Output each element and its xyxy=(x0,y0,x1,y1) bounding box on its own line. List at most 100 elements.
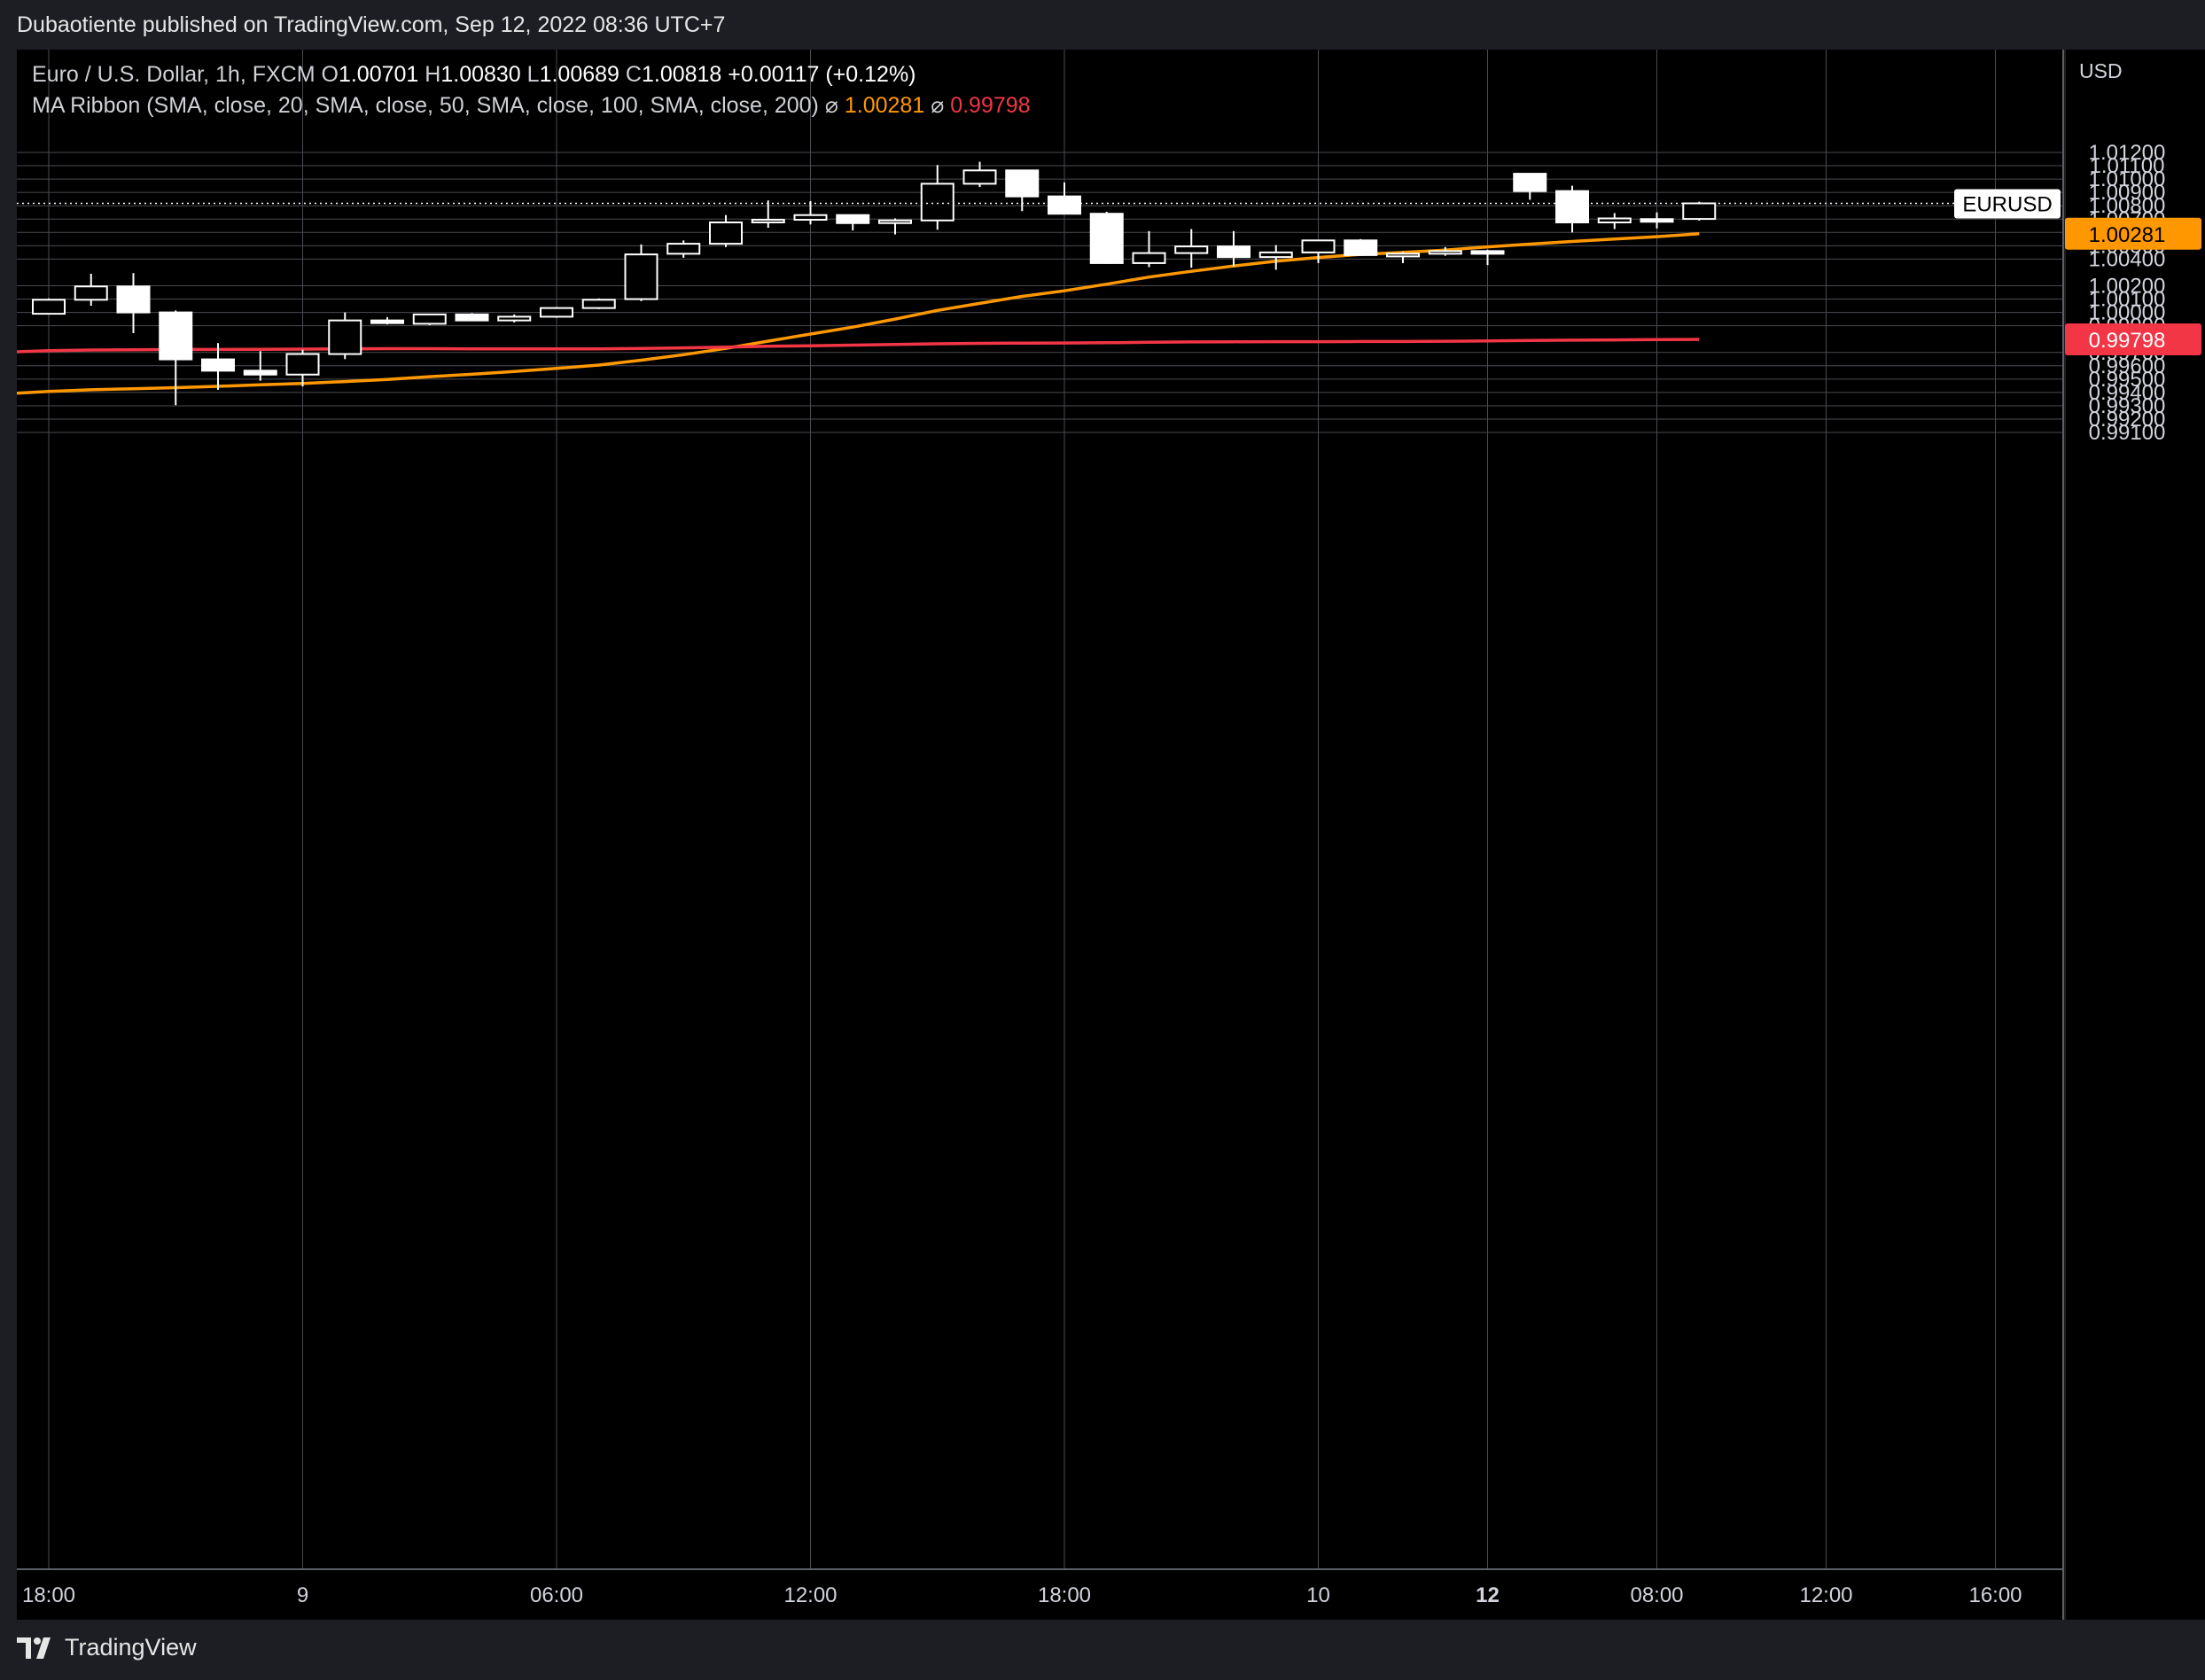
candle xyxy=(1344,238,1378,256)
publish-header: Dubaotiente published on TradingView.com… xyxy=(0,0,2205,51)
price-tick-label: 0.99600 xyxy=(2089,354,2166,378)
candle-body xyxy=(1089,213,1124,264)
time-tick-label: 06:00 xyxy=(530,1583,583,1607)
price-badges: EURUSD 1.00281 0.99798 xyxy=(1954,189,2201,356)
candle xyxy=(1513,173,1547,200)
candle-body xyxy=(751,219,785,224)
price-tick-label: 1.01100 xyxy=(2090,154,2165,178)
open-value: 1.00701 xyxy=(338,62,419,87)
candle xyxy=(920,165,954,230)
close-label: C xyxy=(625,62,642,87)
ma2-symbol-icon: ⌀ xyxy=(931,93,945,118)
open-label: O xyxy=(321,62,339,87)
price-axis[interactable] xyxy=(2066,50,2205,1620)
candle-body xyxy=(74,285,108,301)
candle-body xyxy=(1597,217,1632,224)
candle-body xyxy=(878,219,912,224)
price-tick-label: 1.01200 xyxy=(2089,141,2166,165)
publish-info: Dubaotiente published on TradingView.com… xyxy=(17,12,726,37)
candle xyxy=(878,218,912,235)
candle xyxy=(201,343,235,390)
candle-body xyxy=(1386,253,1420,258)
candle-body xyxy=(285,353,320,376)
candle-body xyxy=(1132,252,1166,264)
candle-body xyxy=(793,214,828,222)
ma-badge-text: 1.00281 xyxy=(2089,223,2166,247)
candle xyxy=(370,316,404,325)
candle-body xyxy=(159,311,193,361)
candle xyxy=(836,214,870,231)
high-label: H xyxy=(425,62,441,87)
ma-badge-1[interactable]: 1.00281 xyxy=(2065,217,2201,250)
time-tick-label: 16:00 xyxy=(1968,1583,2022,1607)
candle xyxy=(1682,201,1717,221)
candle xyxy=(497,314,532,323)
price-scale: 1.012001.011001.010001.009001.008001.007… xyxy=(2089,141,2166,445)
change-value: +0.00117 (+0.12%) xyxy=(728,62,916,87)
candle xyxy=(455,313,489,322)
candle xyxy=(74,273,108,307)
ma-badge-box xyxy=(2065,323,2201,356)
symbol-label-text: EURUSD xyxy=(1962,192,2052,216)
candle xyxy=(666,240,701,258)
plot-area[interactable] xyxy=(17,50,2063,1568)
candle xyxy=(962,161,997,188)
price-tick-label: 0.99300 xyxy=(2089,394,2166,418)
candle xyxy=(1217,230,1251,267)
candle xyxy=(116,273,151,333)
time-tick-label: 10 xyxy=(1306,1583,1330,1607)
ma-badge-2[interactable]: 0.99798 xyxy=(2065,323,2201,356)
candle-body xyxy=(581,299,616,309)
time-axis[interactable] xyxy=(17,1570,2063,1620)
ma-ribbon xyxy=(16,232,1700,395)
candle xyxy=(412,313,447,325)
price-tick-label: 1.00400 xyxy=(2089,247,2166,271)
price-tick-label: 0.99100 xyxy=(2089,421,2166,445)
candle-body xyxy=(920,183,954,222)
low-value: 1.00689 xyxy=(539,62,619,87)
footer xyxy=(0,1620,2205,1680)
candle xyxy=(1048,182,1081,215)
price-tick-label: 1.00900 xyxy=(2089,181,2166,205)
candle xyxy=(1301,239,1336,263)
candle-body xyxy=(497,315,532,322)
brand-name: TradingView xyxy=(65,1634,197,1661)
candle-body xyxy=(201,358,235,372)
tradingview-logo-icon xyxy=(17,1637,51,1659)
price-tick-label: 0.99500 xyxy=(2089,368,2166,392)
candle-body xyxy=(624,253,658,300)
symbol-title[interactable]: Euro / U.S. Dollar, 1h, FXCM xyxy=(32,62,316,87)
candle-body xyxy=(1258,251,1293,259)
ma-ribbon-title[interactable]: MA Ribbon (SMA, close, 20, SMA, close, 5… xyxy=(32,93,819,118)
candle-body xyxy=(1301,239,1336,253)
candle xyxy=(1174,229,1209,268)
candle-body xyxy=(962,169,997,185)
indicator-legend[interactable]: MA Ribbon (SMA, close, 20, SMA, close, 5… xyxy=(32,92,1031,119)
left-frame xyxy=(0,50,17,1568)
symbol-price-label[interactable]: EURUSD xyxy=(1954,189,2061,219)
candle-body xyxy=(1005,169,1040,198)
close-value: 1.00818 xyxy=(641,62,722,87)
high-value: 1.00830 xyxy=(440,62,521,87)
candle xyxy=(1428,246,1462,256)
candle xyxy=(540,307,573,318)
ma-line-2 xyxy=(16,338,1700,354)
price-tick-label: 0.99400 xyxy=(2089,381,2166,405)
symbol-legend[interactable]: Euro / U.S. Dollar, 1h, FXCM O1.00701 H1… xyxy=(32,62,916,88)
candle-body xyxy=(709,222,743,245)
time-tick-label: 9 xyxy=(297,1583,308,1607)
candle xyxy=(1132,230,1166,268)
time-tick-label: 08:00 xyxy=(1630,1583,1683,1607)
candle-body xyxy=(32,299,66,315)
price-tick-label: 1.00200 xyxy=(2089,275,2166,299)
candle xyxy=(328,312,362,360)
candles xyxy=(0,50,1717,1568)
price-tick-label: 1.00100 xyxy=(2089,288,2166,312)
candle xyxy=(1555,185,1589,233)
time-tick-label: 12:00 xyxy=(1799,1583,1852,1607)
candle xyxy=(1005,169,1040,212)
price-tick-label: 1.00000 xyxy=(2089,301,2166,325)
tradingview-brand[interactable]: TradingView xyxy=(17,1634,197,1661)
candle-body xyxy=(1217,245,1251,259)
